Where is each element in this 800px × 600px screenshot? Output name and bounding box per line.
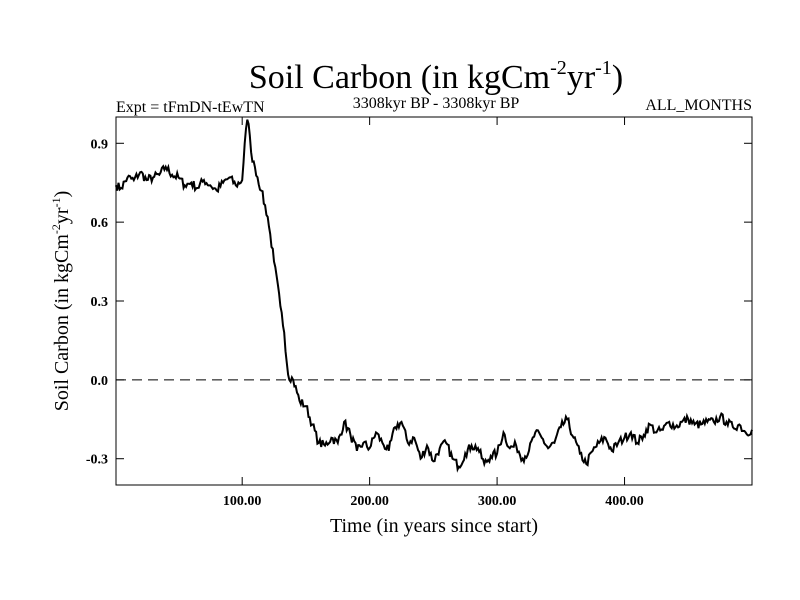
x-tick-label: 400.00	[605, 494, 644, 509]
y-tick-label: 0.3	[91, 295, 109, 310]
x-tick-label: 100.00	[223, 494, 262, 509]
y-tick-label: 0.0	[91, 374, 109, 389]
x-tick-label: 200.00	[350, 494, 389, 509]
chart-title: Soil Carbon (in kgCm-2yr-1)	[249, 57, 623, 96]
x-axis-ticks: 100.00 200.00 300.00 400.00	[223, 117, 644, 509]
plot-frame	[115, 116, 753, 486]
y-axis-label: Soil Carbon (in kgCm-2yr-1)	[49, 191, 73, 412]
y-tick-label: 0.9	[91, 137, 109, 152]
expt-label: Expt = tFmDN-tEwTN	[116, 99, 265, 116]
x-axis-label: Time (in years since start)	[330, 515, 538, 537]
y-tick-label: 0.6	[91, 216, 109, 231]
y-tick-label: -0.3	[86, 453, 108, 468]
x-tick-label: 300.00	[478, 494, 517, 509]
period-label: 3308kyr BP - 3308kyr BP	[353, 95, 520, 112]
months-label: ALL_MONTHS	[645, 97, 752, 114]
soil-carbon-series-line	[115, 119, 753, 473]
